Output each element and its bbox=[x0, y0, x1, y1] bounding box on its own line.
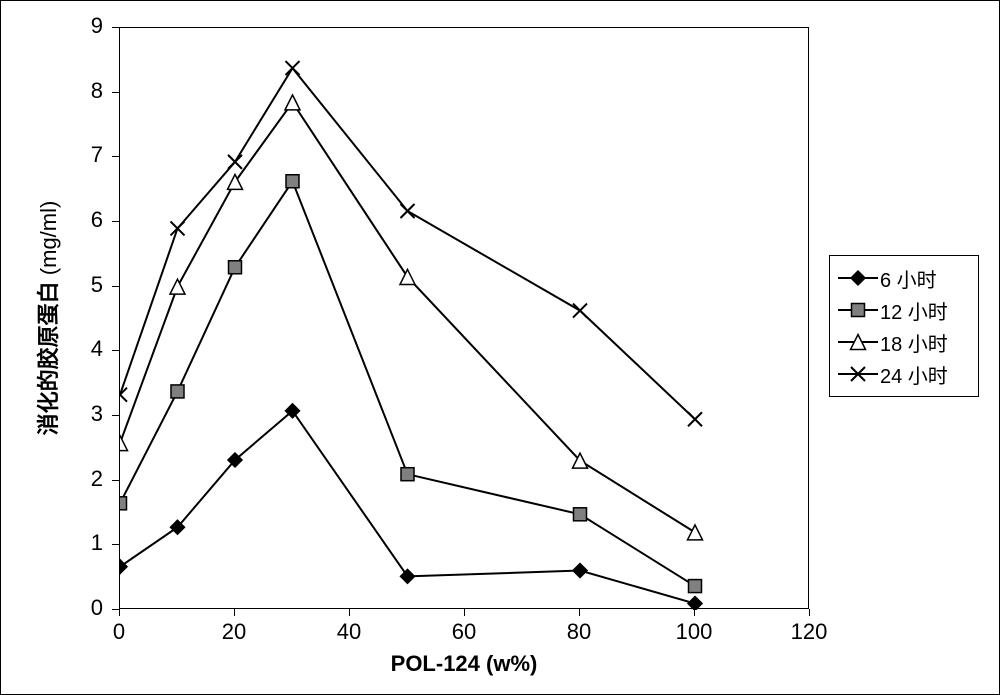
legend: 6 小时 12 小时 18 小时 24 小时 bbox=[829, 255, 979, 397]
series-marker bbox=[400, 269, 415, 284]
series-marker bbox=[171, 221, 185, 235]
y-tick-mark bbox=[112, 92, 119, 93]
x-tick-label: 40 bbox=[337, 619, 361, 645]
legend-marker-icon bbox=[836, 362, 880, 386]
x-tick-label: 60 bbox=[452, 619, 476, 645]
series-marker bbox=[228, 155, 242, 169]
legend-marker-icon bbox=[836, 266, 880, 290]
legend-item: 12 小时 bbox=[836, 294, 972, 326]
x-tick-mark bbox=[464, 609, 465, 616]
series-marker bbox=[689, 580, 702, 593]
series-marker bbox=[688, 525, 703, 540]
series-marker bbox=[229, 261, 242, 274]
y-tick-label: 9 bbox=[91, 13, 103, 39]
y-tick-label: 3 bbox=[91, 401, 103, 427]
x-tick-label: 100 bbox=[676, 619, 713, 645]
legend-marker-icon bbox=[836, 298, 880, 322]
y-tick-label: 7 bbox=[91, 142, 103, 168]
y-tick-mark bbox=[112, 286, 119, 287]
series-marker bbox=[401, 569, 415, 583]
series-marker bbox=[286, 175, 299, 188]
y-tick-label: 5 bbox=[91, 272, 103, 298]
y-axis-label: 消化的胶原蛋白 (mg/ml) bbox=[31, 201, 63, 436]
y-tick-label: 4 bbox=[91, 336, 103, 362]
series-marker bbox=[170, 279, 185, 294]
series-marker bbox=[688, 597, 702, 610]
x-tick-label: 80 bbox=[567, 619, 591, 645]
y-tick-label: 2 bbox=[91, 466, 103, 492]
x-tick-mark bbox=[579, 609, 580, 616]
series-line bbox=[120, 181, 695, 586]
series-marker bbox=[573, 564, 587, 578]
y-tick-label: 6 bbox=[91, 207, 103, 233]
chart-frame: 消化的胶原蛋白 (mg/ml) POL-124 (w%) 6 小时12 小时18… bbox=[0, 0, 1000, 695]
series-marker bbox=[574, 508, 587, 521]
x-tick-mark bbox=[119, 609, 120, 616]
series-marker bbox=[401, 468, 414, 481]
y-axis-label-units: (mg/ml) bbox=[36, 201, 61, 276]
series-marker bbox=[285, 95, 300, 110]
series-marker bbox=[688, 412, 702, 426]
y-tick-mark bbox=[112, 156, 119, 157]
y-tick-label: 0 bbox=[91, 595, 103, 621]
plot-area bbox=[119, 27, 809, 609]
y-tick-label: 1 bbox=[91, 530, 103, 556]
x-tick-mark bbox=[694, 609, 695, 616]
x-tick-label: 120 bbox=[791, 619, 828, 645]
legend-label: 18 小时 bbox=[880, 328, 948, 357]
series-marker bbox=[228, 174, 243, 189]
x-tick-label: 20 bbox=[222, 619, 246, 645]
y-tick-mark bbox=[112, 544, 119, 545]
y-tick-mark bbox=[112, 27, 119, 28]
x-tick-mark bbox=[234, 609, 235, 616]
legend-item: 24 小时 bbox=[836, 358, 972, 390]
x-tick-mark bbox=[809, 609, 810, 616]
chart-svg bbox=[120, 28, 810, 610]
y-axis-label-main: 消化的胶原蛋白 bbox=[36, 281, 61, 435]
series-marker bbox=[286, 61, 300, 75]
legend-label: 24 小时 bbox=[880, 360, 948, 389]
series-marker bbox=[171, 385, 184, 398]
legend-marker-icon bbox=[836, 330, 880, 354]
y-tick-mark bbox=[112, 221, 119, 222]
x-tick-mark bbox=[349, 609, 350, 616]
legend-label: 6 小时 bbox=[880, 264, 937, 293]
y-tick-label: 8 bbox=[91, 78, 103, 104]
series-marker bbox=[573, 304, 587, 318]
legend-item: 18 小时 bbox=[836, 326, 972, 358]
x-tick-label: 0 bbox=[113, 619, 125, 645]
series-marker bbox=[401, 204, 415, 218]
y-tick-mark bbox=[112, 480, 119, 481]
series-marker bbox=[120, 436, 128, 451]
series-marker bbox=[120, 497, 127, 510]
y-tick-mark bbox=[112, 350, 119, 351]
y-tick-mark bbox=[112, 609, 119, 610]
legend-label: 12 小时 bbox=[880, 296, 948, 325]
legend-item: 6 小时 bbox=[836, 262, 972, 294]
x-axis-label: POL-124 (w%) bbox=[391, 651, 538, 677]
series-line bbox=[120, 68, 695, 419]
y-tick-mark bbox=[112, 415, 119, 416]
